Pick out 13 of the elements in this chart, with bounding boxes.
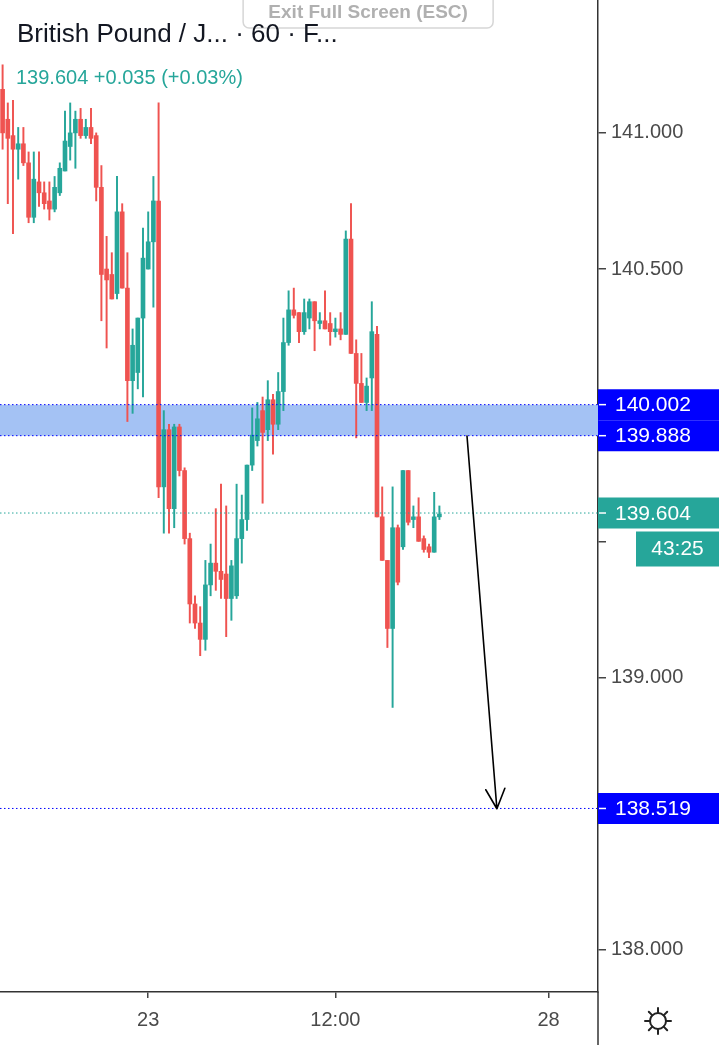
y-tick-label: 141.000 [611,120,684,143]
y-tick-label: 139.000 [611,665,684,688]
text: 139.604 +0.035 (+0.03%) [16,65,243,88]
x-tick-label: 28 [537,1007,560,1030]
x-tick-label: 12:00 [310,1007,361,1030]
x-tick-label: 23 [137,1007,160,1030]
ref-line-label: 138.519 [615,796,691,820]
text: 43:25 [651,536,704,560]
y-tick-label: 138.000 [611,937,684,960]
ref-line-label: 139.604 [615,500,692,524]
ref-line-label: 139.888 [615,423,691,447]
ref-line-label: 140.002 [615,392,691,416]
y-tick-label: 140.500 [611,256,684,279]
